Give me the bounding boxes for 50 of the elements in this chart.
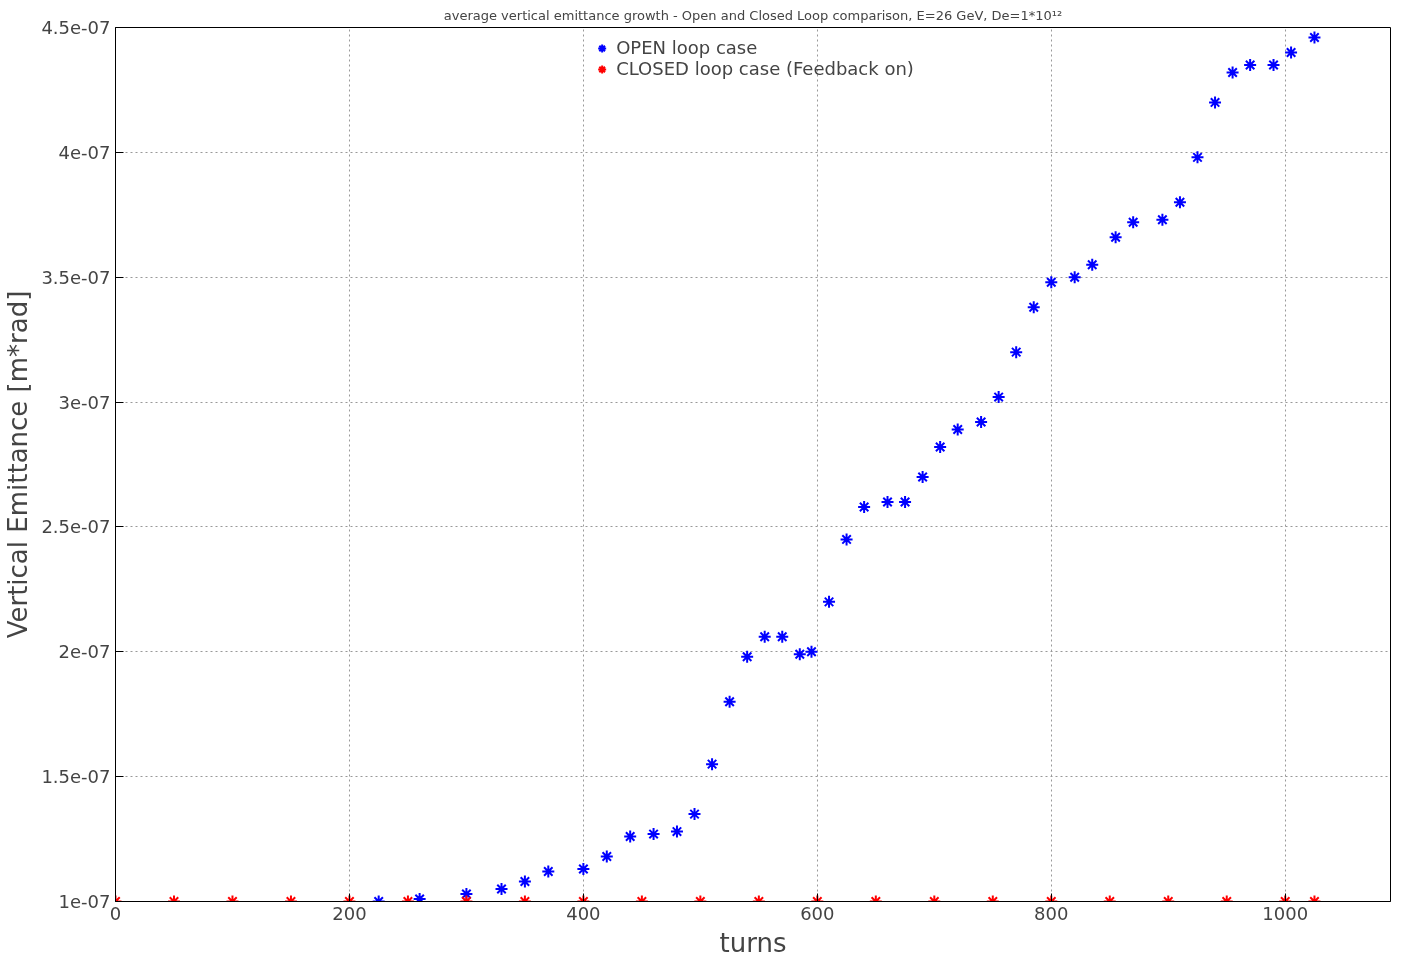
point [1172,195,1187,210]
y-axis-title: Vertical Emittance [m*rad] [3,290,34,639]
point [804,644,819,659]
point [880,494,895,509]
point [933,440,948,455]
point [1044,275,1059,290]
point [775,629,790,644]
y-tick-label: 3e-07 [58,391,111,413]
point [1155,212,1170,227]
y-tick-label: 4e-07 [58,141,111,163]
x-axis-title: turns [719,927,787,958]
y-tick-label: 1e-07 [58,891,111,912]
point [950,422,965,437]
x-tick-label: 400 [566,902,601,924]
point [757,629,772,644]
point [1126,215,1141,230]
point [1067,270,1082,285]
point [991,390,1006,405]
point [1225,65,1240,80]
point [898,494,913,509]
y-tick-label: 4.5e-07 [41,17,111,38]
y-tick-label: 3.5e-07 [41,266,111,288]
point [1108,230,1123,245]
point [1243,57,1258,72]
x-tick-label: 0 [109,902,122,924]
chart-title: average vertical emittance growth - Open and Closed Loop comparison, E=26 GeV, De=1*10¹² [443,7,1063,23]
point [839,532,854,547]
point [722,694,737,709]
point [1009,345,1024,360]
y-tick-label: 2e-07 [58,641,111,663]
point [1266,57,1281,72]
point [1208,95,1223,110]
point [1307,30,1322,45]
y-tick-label: 2.5e-07 [41,516,111,538]
x-tick-label: 200 [332,902,367,924]
legend-label: CLOSED loop case (Feedback on) [616,58,914,79]
point [740,649,755,664]
point [822,594,837,609]
legend-label: OPEN loop case [616,37,758,58]
point [1085,257,1100,272]
point [1284,45,1299,60]
x-tick-label: 1000 [1262,902,1309,924]
point [1190,150,1205,165]
point [857,499,872,514]
x-tick-label: 600 [800,902,835,924]
y-tick-label: 1.5e-07 [41,766,111,788]
point [974,415,989,430]
x-tick-label: 800 [1034,902,1069,924]
point [915,469,930,484]
point [1026,300,1041,315]
